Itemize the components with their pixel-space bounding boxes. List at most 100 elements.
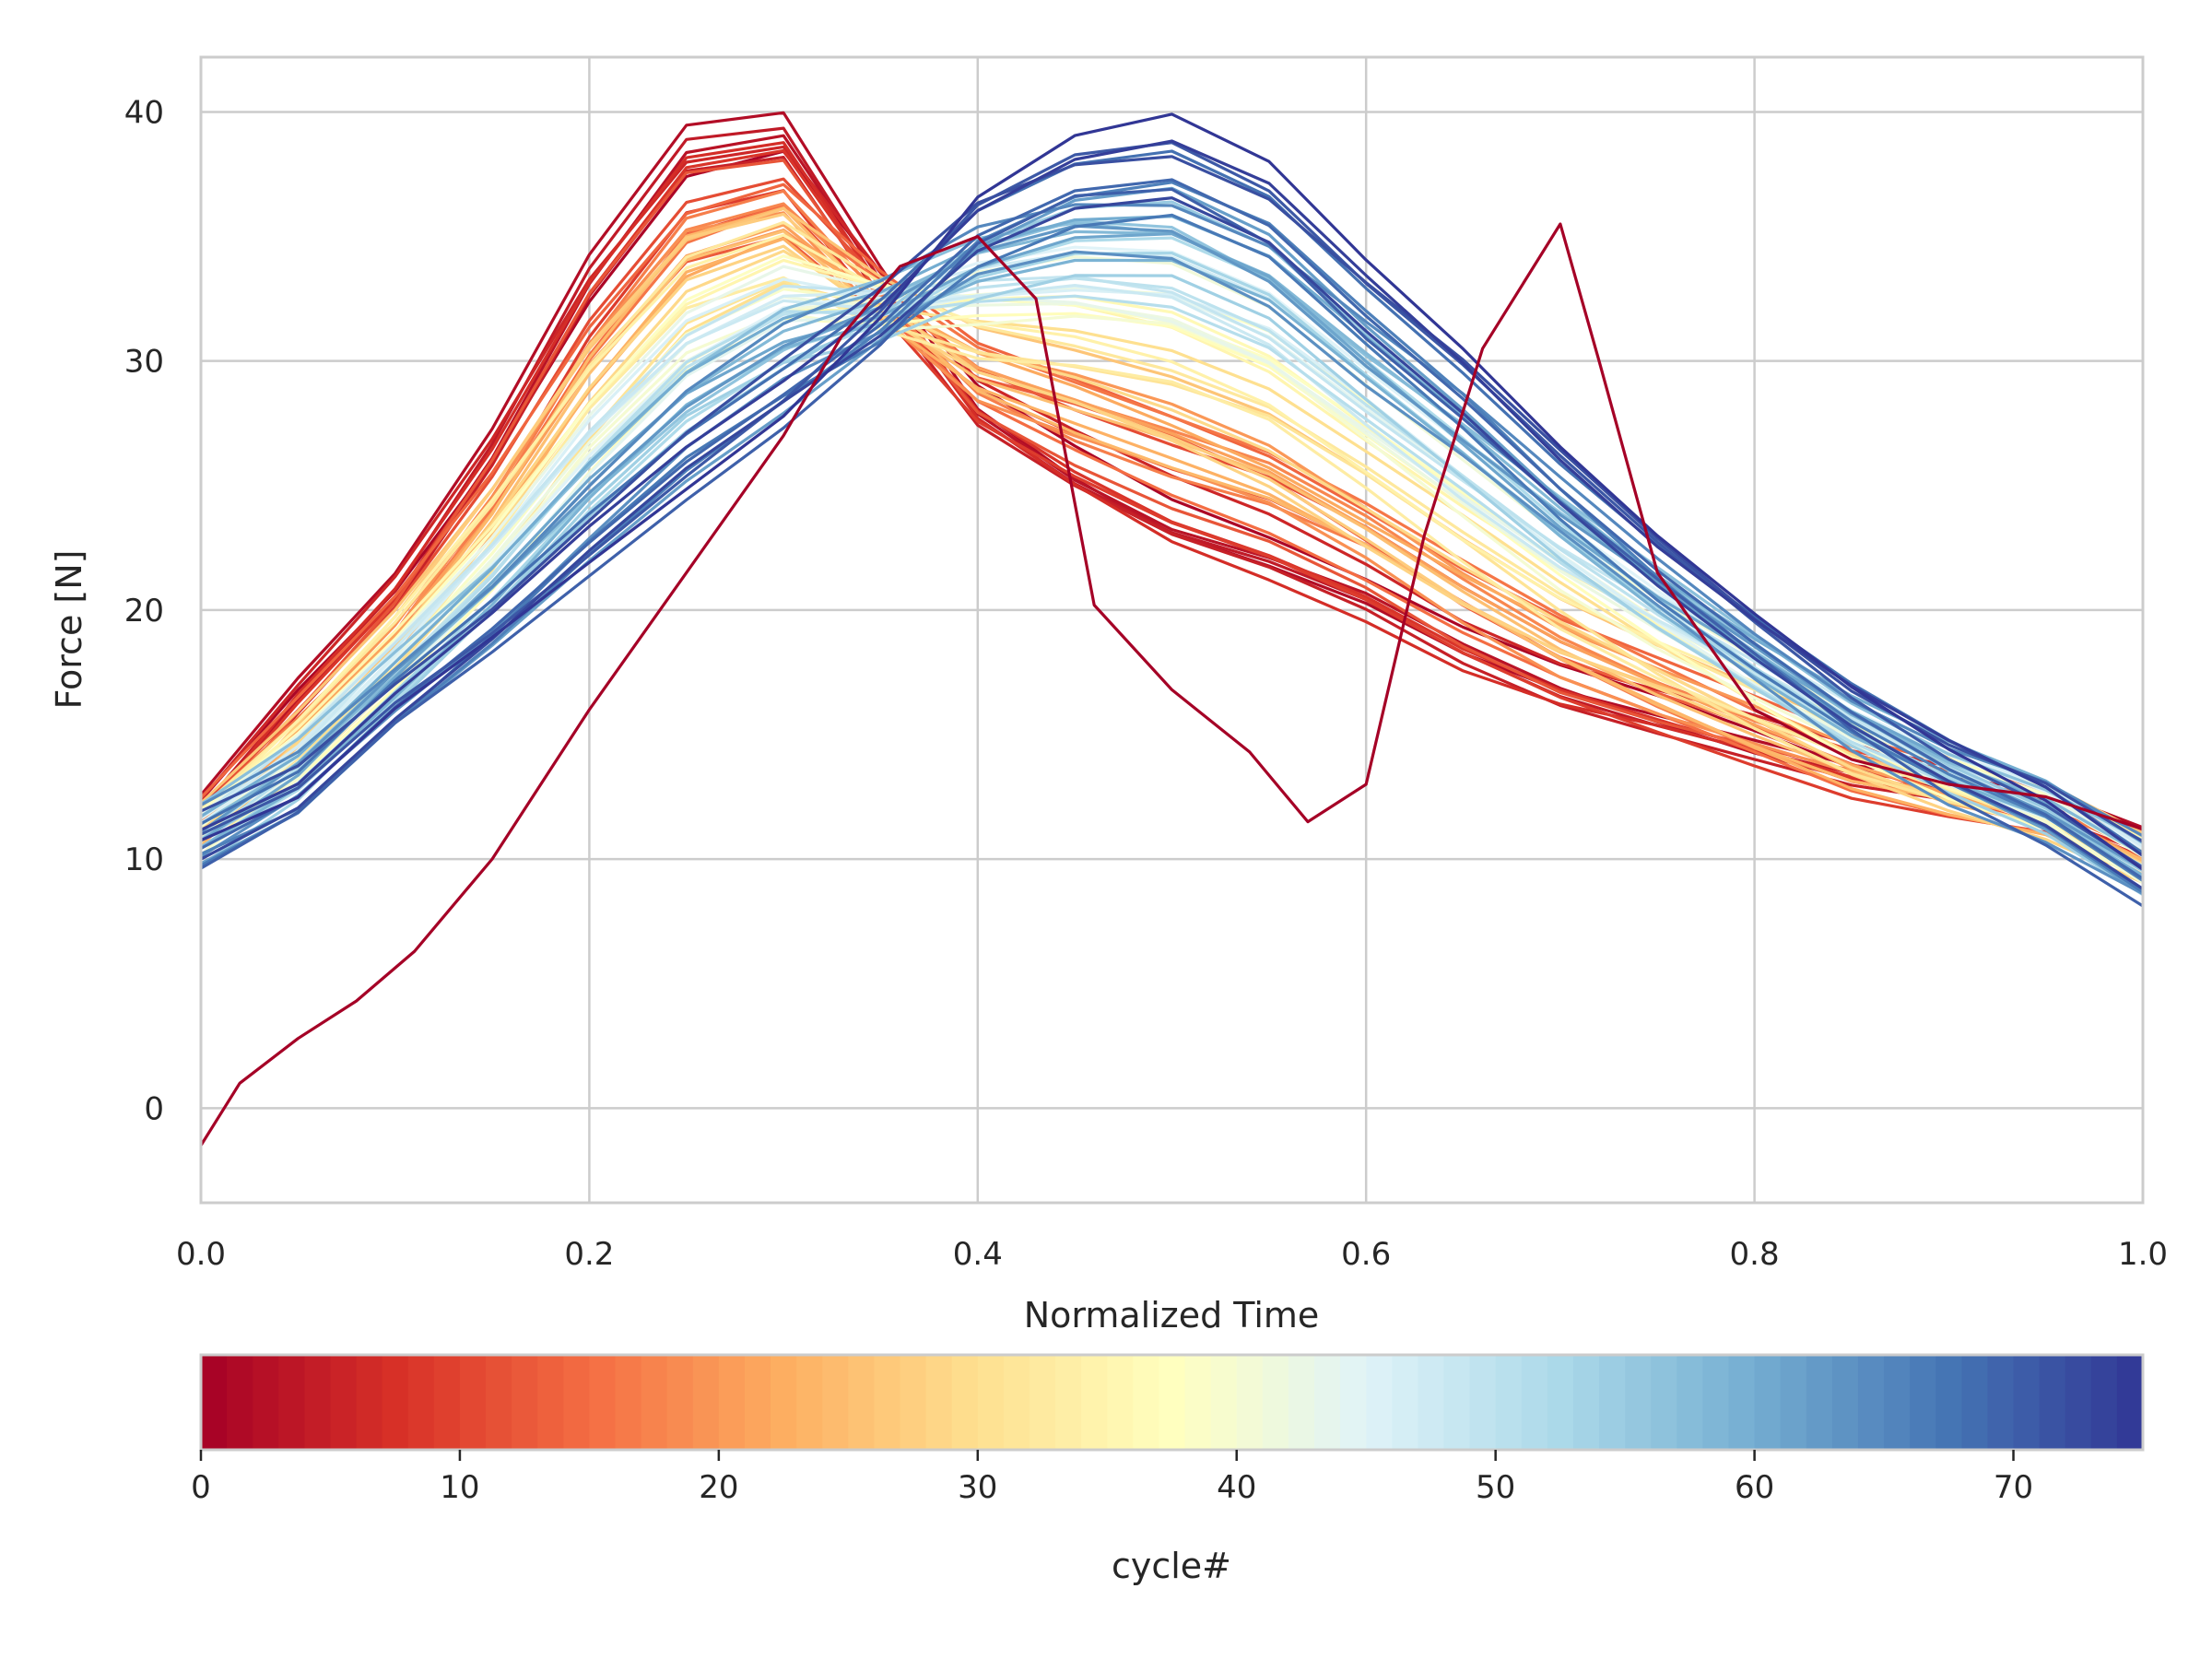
colorbar-segment [357, 1355, 383, 1450]
colorbar-segment [1392, 1355, 1418, 1450]
colorbar-segment [1340, 1355, 1367, 1450]
colorbar-tick-label: 10 [440, 1469, 479, 1506]
colorbar-segment [719, 1355, 746, 1450]
colorbar-segment [745, 1355, 771, 1450]
x-tick-label: 1.0 [2118, 1236, 2168, 1273]
colorbar-segment [460, 1355, 487, 1450]
colorbar-segment [1443, 1355, 1470, 1450]
colorbar-segment [822, 1355, 849, 1450]
x-tick-label: 0.2 [564, 1236, 614, 1273]
colorbar-segment [796, 1355, 823, 1450]
colorbar-segment [1781, 1355, 1807, 1450]
colorbar-tick-label: 20 [699, 1469, 738, 1506]
colorbar-segment [563, 1355, 590, 1450]
colorbar-segment [1961, 1355, 1988, 1450]
colorbar-segment [278, 1355, 305, 1450]
colorbar-segment [1314, 1355, 1341, 1450]
colorbar-segment [1651, 1355, 1677, 1450]
colorbar-segment [589, 1355, 616, 1450]
colorbar-segment [201, 1355, 228, 1450]
y-tick-label: 20 [124, 593, 164, 629]
colorbar-segment [848, 1355, 875, 1450]
colorbar-segment [537, 1355, 564, 1450]
colorbar-segment [641, 1355, 668, 1450]
colorbar-segment [1133, 1355, 1159, 1450]
colorbar-segment [1211, 1355, 1238, 1450]
colorbar-segment [1702, 1355, 1729, 1450]
x-axis-label: Normalized Time [1024, 1295, 1320, 1335]
colorbar-tick-label: 70 [1994, 1469, 2033, 1506]
colorbar-segment [1237, 1355, 1264, 1450]
colorbar-segment [1625, 1355, 1652, 1450]
colorbar-segment [1496, 1355, 1523, 1450]
colorbar-segment [382, 1355, 409, 1450]
colorbar-segment [926, 1355, 953, 1450]
colorbar-segment [2065, 1355, 2092, 1450]
colorbar-segment [1755, 1355, 1782, 1450]
colorbar-segment [1522, 1355, 1548, 1450]
colorbar-segment [874, 1355, 900, 1450]
colorbar-segment [1159, 1355, 1185, 1450]
colorbar-label: cycle# [1112, 1546, 1231, 1586]
colorbar-segment [1987, 1355, 2014, 1450]
colorbar-segment [1884, 1355, 1911, 1450]
colorbar-segment [1573, 1355, 1600, 1450]
y-tick-label: 30 [124, 344, 164, 381]
x-tick-label: 0.0 [176, 1236, 226, 1273]
colorbar-segment [1547, 1355, 1574, 1450]
colorbar-segment [1004, 1355, 1030, 1450]
colorbar-segment [1936, 1355, 1962, 1450]
y-tick-label: 40 [124, 94, 164, 131]
colorbar-segment [227, 1355, 253, 1450]
colorbar-segment [304, 1355, 331, 1450]
colorbar-segment [1263, 1355, 1289, 1450]
y-tick-label: 10 [124, 841, 164, 878]
colorbar-tick-label: 30 [958, 1469, 997, 1506]
colorbar-segment [900, 1355, 927, 1450]
colorbar-segment [1677, 1355, 1703, 1450]
y-axis-ticks: 0 10 20 30 40 [124, 94, 164, 1127]
colorbar-segment [1729, 1355, 1756, 1450]
colorbar-segment [486, 1355, 512, 1450]
colorbar-segment [1858, 1355, 1885, 1450]
colorbar-segment [615, 1355, 641, 1450]
colorbar-segment [2117, 1355, 2144, 1450]
colorbar-segment [512, 1355, 538, 1450]
colorbar-segment [1832, 1355, 1859, 1450]
colorbar-segment [330, 1355, 357, 1450]
colorbar-segment [2040, 1355, 2066, 1450]
colorbar-segment [978, 1355, 1005, 1450]
colorbar-segment [1107, 1355, 1134, 1450]
x-tick-label: 0.4 [953, 1236, 1003, 1273]
colorbar-segment [1599, 1355, 1626, 1450]
colorbar-tick-label: 40 [1217, 1469, 1256, 1506]
colorbar-segment [2014, 1355, 2041, 1450]
colorbar-segment [1418, 1355, 1444, 1450]
colorbar-segment [1055, 1355, 1082, 1450]
x-axis-ticks: 0.0 0.2 0.4 0.6 0.8 1.0 [176, 1236, 2168, 1273]
colorbar-segment [1030, 1355, 1056, 1450]
colorbar-segment [1185, 1355, 1212, 1450]
colorbar-tick-label: 60 [1735, 1469, 1774, 1506]
colorbar-segment [771, 1355, 797, 1450]
colorbar-segment [952, 1355, 979, 1450]
x-tick-label: 0.6 [1341, 1236, 1391, 1273]
colorbar-segment [1081, 1355, 1108, 1450]
colorbar-segment [1470, 1355, 1497, 1450]
colorbar-segment [253, 1355, 279, 1450]
colorbar-segment [1366, 1355, 1393, 1450]
colorbar-segment [434, 1355, 461, 1450]
colorbar-segment [1910, 1355, 1936, 1450]
colorbar [201, 1355, 2144, 1450]
colorbar-segment [1806, 1355, 1833, 1450]
colorbar-tick-label: 50 [1476, 1469, 1515, 1506]
colorbar-segment [667, 1355, 694, 1450]
y-axis-label: Force [N] [49, 550, 89, 710]
colorbar-tick-label: 0 [191, 1469, 211, 1506]
y-tick-label: 0 [144, 1090, 164, 1127]
colorbar-segment [408, 1355, 435, 1450]
colorbar-segment [693, 1355, 720, 1450]
colorbar-segment [1288, 1355, 1315, 1450]
x-tick-label: 0.8 [1730, 1236, 1780, 1273]
